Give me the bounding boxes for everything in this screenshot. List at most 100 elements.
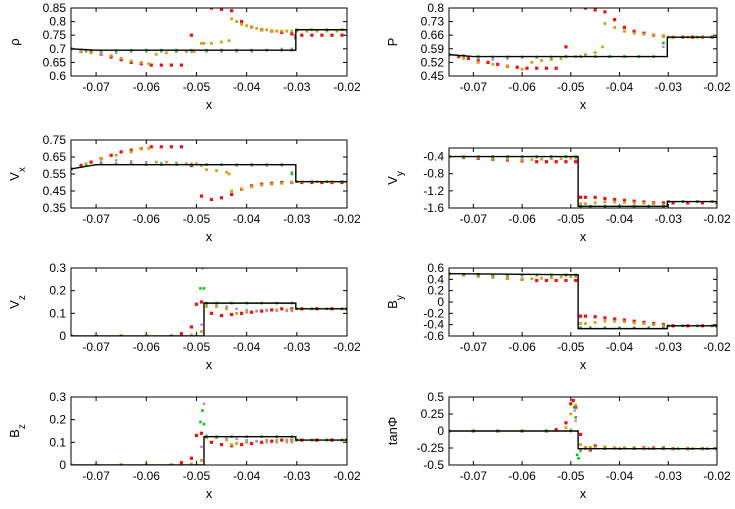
point-gold: [632, 201, 636, 205]
point-red: [578, 432, 583, 436]
y-tick-label: -1.2: [423, 184, 444, 198]
point-red: [79, 163, 83, 168]
y-tick-label: -0.8: [423, 167, 444, 181]
x-tick-label: -0.07: [82, 80, 110, 94]
point-purple: [491, 58, 495, 61]
point-red: [632, 199, 636, 203]
point-purple: [235, 307, 238, 310]
series-black-line: [449, 36, 717, 58]
point-red: [209, 197, 214, 202]
y-axis-label: tanΦ: [385, 417, 400, 445]
point-gold: [579, 322, 582, 325]
y-tick-label: 0.2: [49, 284, 66, 298]
point-purple: [99, 53, 103, 56]
x-tick-label: -0.03: [655, 469, 683, 483]
point-gold: [129, 59, 133, 63]
point-gold: [245, 440, 249, 444]
point-gold: [593, 201, 597, 205]
point-red: [320, 180, 324, 185]
y-tick-label: 0.75: [43, 133, 67, 147]
y-axis-label: Vz: [7, 295, 28, 309]
point-gold: [613, 26, 617, 29]
point-red: [169, 63, 173, 67]
point-red: [240, 443, 244, 447]
panel-7: -0.07 -0.06 -0.05 -0.04 -0.03 -0.02 0 0.1 0.2 0.3…: [7, 390, 361, 501]
point-gold: [205, 168, 208, 172]
y-axis-label: P: [385, 38, 400, 47]
point-gold: [202, 41, 206, 45]
point-gold: [662, 34, 665, 38]
point-red: [159, 63, 163, 67]
point-purple: [175, 50, 178, 53]
point-red: [593, 195, 597, 199]
point-gold: [280, 181, 284, 185]
x-tick-label: -0.07: [460, 80, 488, 94]
y-axis-label: ρ: [7, 38, 22, 45]
y-tick-label: 0.35: [43, 201, 67, 215]
point-gold: [491, 62, 495, 66]
x-axis-label: x: [206, 229, 213, 244]
point-red: [466, 56, 471, 61]
point-red: [189, 456, 194, 460]
point-red: [603, 10, 607, 14]
point-gold: [129, 150, 133, 154]
point-purple: [275, 309, 278, 313]
point-gold: [652, 323, 656, 327]
point-gold: [275, 438, 279, 442]
point-gold: [593, 51, 597, 55]
data-layer: [449, 272, 717, 330]
point-red: [189, 325, 194, 329]
x-tick-label: -0.02: [703, 340, 731, 354]
point-red: [250, 310, 254, 314]
point-purple: [99, 160, 103, 164]
point-red: [583, 195, 588, 199]
point-gold: [569, 156, 573, 160]
point-gold: [588, 445, 592, 449]
point-green: [84, 164, 88, 167]
point-gold: [506, 276, 509, 280]
point-gold: [520, 67, 524, 71]
point-gold: [227, 39, 231, 43]
point-purple: [579, 450, 582, 453]
point-gold: [200, 330, 203, 333]
point-gold: [200, 459, 203, 462]
point-red: [544, 278, 549, 283]
point-gold: [530, 158, 534, 161]
point-red: [686, 201, 690, 205]
point-red: [583, 314, 588, 318]
point-green: [202, 422, 206, 426]
point-red: [603, 196, 607, 201]
y-tick-label: -0.4: [423, 318, 444, 332]
point-purple: [290, 309, 293, 313]
point-gold: [275, 29, 279, 33]
point-purple: [280, 47, 283, 50]
plot-frame: [448, 267, 718, 337]
point-red: [564, 278, 568, 283]
point-red: [194, 302, 199, 306]
x-tick-label: -0.07: [82, 469, 110, 483]
point-gold: [250, 185, 254, 189]
point-purple: [220, 50, 223, 53]
point-gold: [603, 22, 607, 25]
y-tick-label: 0.8: [427, 1, 444, 15]
series-black-line: [71, 435, 347, 465]
series-black-line: [71, 163, 347, 183]
y-tick-label: -1.6: [423, 201, 444, 215]
x-tick-label: -0.03: [283, 340, 311, 354]
point-purple: [200, 445, 203, 449]
point-gold: [506, 64, 509, 68]
y-tick-label: 0.55: [43, 167, 67, 181]
point-green: [201, 409, 204, 412]
data-layer: [449, 398, 717, 460]
y-tick-label: 0: [59, 329, 66, 343]
x-tick-label: -0.04: [606, 469, 634, 483]
x-tick-label: -0.06: [133, 469, 161, 483]
point-gold: [220, 40, 223, 44]
point-gold: [642, 201, 646, 205]
point-gold: [114, 153, 118, 157]
point-gold: [623, 29, 626, 33]
point-gold: [569, 275, 573, 278]
point-red: [613, 317, 617, 321]
point-red: [179, 145, 183, 149]
point-gold: [579, 202, 582, 206]
